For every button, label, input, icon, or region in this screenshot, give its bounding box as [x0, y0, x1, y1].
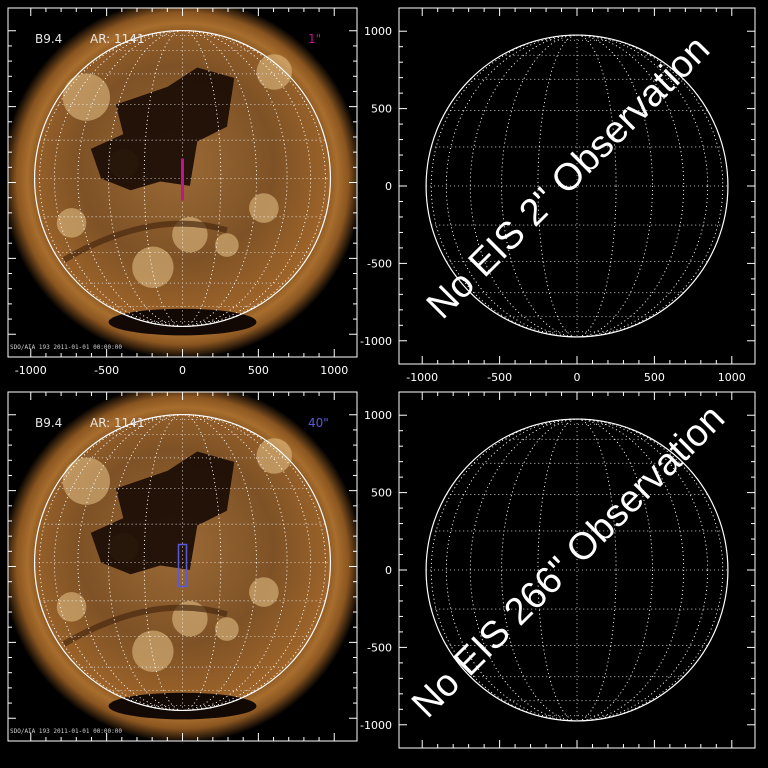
limb-circle	[33, 413, 332, 712]
longitude-line	[143, 30, 222, 327]
timestamp: SDO/AIA 193 2011-01-01 00:00:00	[10, 728, 122, 735]
active-region	[56, 208, 87, 238]
x-tick-label: 0	[574, 371, 581, 384]
x-tick-label: -500	[487, 371, 512, 384]
timestamp: SDO/AIA 193 2011-01-01 00:00:00	[10, 344, 122, 351]
panel-top-left: B9.4 AR: 1141 1" SDO/AIA 193 2011-01-01 00:…	[7, 7, 358, 377]
longitude-line	[501, 34, 653, 338]
coronal-hole	[90, 67, 235, 191]
x-tick-label: -1000	[15, 364, 47, 377]
y-tick-label: 500	[371, 487, 392, 500]
y-tick-label: 0	[385, 180, 392, 193]
y-tick-label: -1000	[360, 719, 392, 732]
x-tick-label: 0	[179, 364, 186, 377]
x-tick-label: 1000	[718, 371, 746, 384]
longitude-line	[77, 414, 288, 711]
longitude-line	[108, 30, 257, 327]
active-region	[256, 54, 292, 90]
active-region	[62, 457, 111, 505]
x-tick-label: 500	[248, 364, 269, 377]
active-region	[132, 246, 174, 288]
sun-image	[8, 392, 357, 741]
y-tick-label: 1000	[364, 409, 392, 422]
longitude-line	[537, 34, 617, 338]
longitude-line	[537, 418, 617, 722]
active-region-label: AR: 1141	[90, 32, 145, 46]
panel-bottom-left: B9.4 AR: 1141 40" SDO/AIA 193 2011-01-01 00…	[7, 391, 358, 742]
y-tick-label: 1000	[364, 25, 392, 38]
active-region	[215, 233, 239, 257]
longitude-line	[469, 418, 685, 722]
limb-circle	[425, 34, 729, 338]
panel-top-right: No EIS 2" Observation-1000 -500 0 500 100010…	[360, 7, 756, 384]
x-tick-label: -1000	[406, 371, 438, 384]
active-region	[249, 193, 279, 223]
longitude-line	[143, 414, 222, 711]
polar-hole	[108, 692, 257, 720]
longitude-line	[501, 418, 653, 722]
eis-slit-marker	[181, 158, 184, 201]
active-region-label: AR: 1141	[90, 416, 145, 430]
flare-class-label: B9.4	[35, 32, 62, 46]
eis-raster-box	[177, 543, 188, 588]
x-tick-label: 1000	[320, 364, 348, 377]
limb-circle	[425, 418, 729, 722]
filament	[62, 220, 228, 263]
longitude-line	[108, 414, 257, 711]
active-region	[256, 438, 292, 474]
longitude-line	[77, 30, 288, 327]
y-tick-label: -500	[367, 641, 392, 654]
longitude-line	[53, 30, 312, 327]
longitude-line	[469, 34, 685, 338]
y-tick-label: -1000	[360, 335, 392, 348]
x-tick-label: 500	[644, 371, 665, 384]
slit-width-label: 40"	[308, 416, 329, 430]
longitude-line	[53, 414, 312, 711]
flare-class-label: B9.4	[35, 416, 62, 430]
coronal-hole	[90, 451, 235, 575]
filament	[62, 604, 228, 647]
active-region	[215, 617, 239, 641]
active-region	[62, 73, 111, 121]
y-tick-label: -500	[367, 257, 392, 270]
slit-width-label: 1"	[308, 32, 321, 46]
polar-hole	[108, 308, 257, 336]
x-tick-label: -500	[94, 364, 119, 377]
active-region	[56, 592, 87, 622]
active-region	[249, 577, 279, 607]
active-region	[132, 630, 174, 672]
y-tick-label: 500	[371, 103, 392, 116]
limb-circle	[33, 29, 332, 328]
y-tick-label: 0	[385, 564, 392, 577]
